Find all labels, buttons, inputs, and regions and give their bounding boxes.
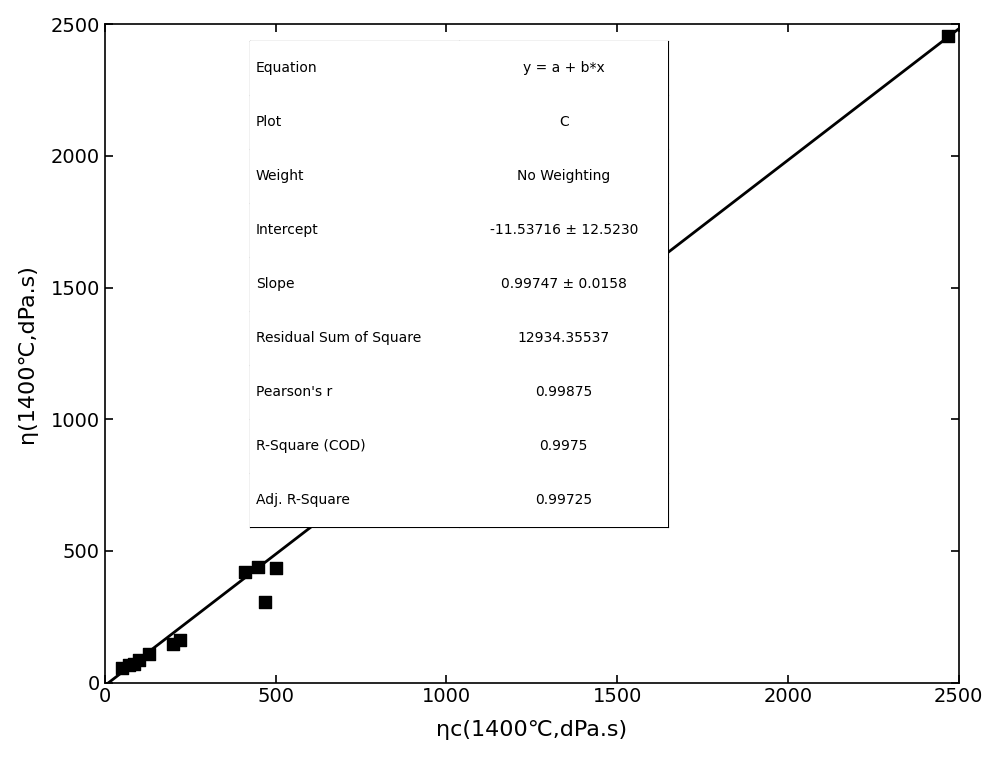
Point xyxy=(131,654,147,666)
Point xyxy=(165,638,181,650)
Text: R-Square (COD): R-Square (COD) xyxy=(256,438,366,453)
Y-axis label: η(1400℃,dPa.s): η(1400℃,dPa.s) xyxy=(17,264,37,443)
Point xyxy=(121,659,137,671)
Point xyxy=(940,30,956,42)
Point xyxy=(250,561,266,573)
Text: Slope: Slope xyxy=(256,276,294,291)
Point xyxy=(126,658,142,670)
Text: 0.99875: 0.99875 xyxy=(535,385,592,399)
Text: Residual Sum of Square: Residual Sum of Square xyxy=(256,331,421,344)
Point xyxy=(268,562,284,574)
Point xyxy=(257,597,273,609)
Text: C: C xyxy=(559,114,569,129)
Text: No Weighting: No Weighting xyxy=(517,169,610,182)
Text: 0.99725: 0.99725 xyxy=(535,493,592,506)
Point xyxy=(172,634,188,646)
Text: 0.99747 ± 0.0158: 0.99747 ± 0.0158 xyxy=(501,276,627,291)
Text: Intercept: Intercept xyxy=(256,223,319,237)
Text: 0.9975: 0.9975 xyxy=(540,438,588,453)
Text: Equation: Equation xyxy=(256,61,318,75)
Text: Pearson's r: Pearson's r xyxy=(256,385,332,399)
Text: -11.53716 ± 12.5230: -11.53716 ± 12.5230 xyxy=(490,223,638,237)
Point xyxy=(435,437,451,449)
Text: Adj. R-Square: Adj. R-Square xyxy=(256,493,350,506)
Text: Plot: Plot xyxy=(256,114,282,129)
Point xyxy=(237,566,253,578)
Point xyxy=(114,662,130,674)
Text: y = a + b*x: y = a + b*x xyxy=(523,61,605,75)
Text: Weight: Weight xyxy=(256,169,304,182)
X-axis label: ηᴄ(1400℃,dPa.s): ηᴄ(1400℃,dPa.s) xyxy=(436,721,627,740)
Text: 12934.35537: 12934.35537 xyxy=(518,331,610,344)
Bar xyxy=(250,41,668,527)
Point xyxy=(141,647,157,659)
